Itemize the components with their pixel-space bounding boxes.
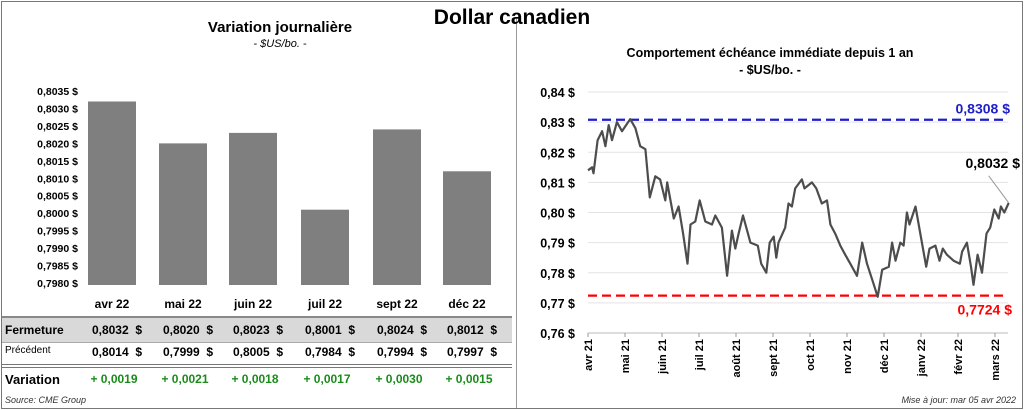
y-tick-label: 0,8010 $ — [37, 173, 78, 185]
main-title: Dollar canadien — [433, 6, 591, 29]
y-tick-label: 0,8020 $ — [37, 138, 78, 150]
price-line — [587, 117, 1010, 298]
y-tick-label: 0,77 $ — [540, 297, 575, 311]
y-tick-label: 0,8000 $ — [37, 208, 78, 220]
category-label: mai 22 — [164, 297, 202, 311]
y-tick-label: 0,7995 $ — [37, 226, 78, 238]
table-cell: 0,8001 $ — [304, 323, 355, 337]
last-value-leader — [988, 175, 1010, 204]
x-tick-label: sept 21 — [768, 339, 780, 377]
x-tick-label: août 21 — [731, 339, 743, 378]
bar-chart: 0,8035 $ 0,8030 $ 0,8025 $ 0,8020 $ 0,8015 $… — [37, 86, 491, 290]
bar-chart-subtitle: - $US/bo. - — [253, 38, 307, 50]
line-chart-title: Comportement échéance immédiate depuis 1… — [626, 46, 914, 60]
category-label: avr 22 — [94, 297, 130, 311]
y-tick-label: 0,7990 $ — [37, 243, 78, 255]
table-cell: 0,8023 $ — [232, 323, 283, 337]
table-cell: 0,8005 $ — [232, 345, 283, 359]
y-tick-label: 0,76 $ — [540, 327, 575, 341]
y-tick-label: 0,7980 $ — [37, 278, 78, 290]
y-tick-label: 0,81 $ — [540, 176, 575, 190]
table-cell: + 0,0021 — [161, 372, 209, 386]
table-row-variation: Variation + 0,0019 + 0,0021 + 0,0018 + 0,001… — [2, 367, 512, 391]
x-tick-label: juil 21 — [694, 339, 706, 371]
x-tick-label: avr 21 — [583, 339, 595, 371]
x-tick-label: juin 21 — [657, 339, 669, 375]
high-label: 0,8308 $ — [956, 101, 1011, 117]
x-tick-label: déc 21 — [879, 339, 891, 373]
bar-juin-22 — [229, 132, 277, 285]
category-label: sept 22 — [376, 297, 418, 311]
last-value-label: 0,8032 $ — [966, 155, 1021, 171]
category-label: déc 22 — [448, 297, 486, 311]
y-tick-label: 0,80 $ — [540, 207, 575, 221]
bar-sept-22 — [373, 129, 421, 285]
table-cell: 0,8032 $ — [91, 323, 142, 337]
bar-juil-22 — [301, 209, 349, 285]
y-tick-label: 0,83 $ — [540, 116, 575, 130]
table-cell: + 0,0015 — [445, 372, 493, 386]
low-label: 0,7724 $ — [958, 302, 1013, 318]
table-cell: 0,7994 $ — [376, 345, 427, 359]
table-cell: 0,7997 $ — [446, 345, 497, 359]
y-tick-label: 0,82 $ — [540, 146, 575, 160]
category-label: juin 22 — [233, 297, 272, 311]
update-note: Mise à jour: mar 05 avr 2022 — [901, 395, 1016, 405]
x-tick-label: janv 22 — [916, 339, 928, 377]
y-tick-label: 0,8015 $ — [37, 156, 78, 168]
bar-chart-title: Variation journalière — [207, 19, 353, 36]
table-cell: + 0,0017 — [303, 372, 351, 386]
x-tick-label: nov 21 — [842, 339, 854, 374]
row-label: Précédent — [5, 345, 51, 356]
table-cell: + 0,0018 — [231, 372, 279, 386]
table-row-precedent: Précédent 0,8014 $ 0,7999 $ 0,8005 $ 0,7984 … — [2, 340, 512, 368]
x-tick-label: oct 21 — [805, 339, 817, 371]
table-cell: 0,8014 $ — [91, 345, 142, 359]
y-tick-label: 0,8025 $ — [37, 121, 78, 133]
bar-avr-22 — [88, 101, 136, 286]
table-cell: 0,8012 $ — [446, 323, 497, 337]
table-cell: 0,8020 $ — [162, 323, 213, 337]
table-cell: 0,7984 $ — [304, 345, 355, 359]
y-tick-label: 0,79 $ — [540, 237, 575, 251]
bar-déc-22 — [443, 171, 491, 285]
x-tick-label: févr 22 — [953, 339, 965, 374]
y-tick-label: 0,84 $ — [540, 86, 575, 100]
table-cell: 0,7999 $ — [162, 345, 213, 359]
bar-mai-22 — [159, 143, 207, 285]
y-tick-label: 0,8030 $ — [37, 103, 78, 115]
y-tick-label: 0,7985 $ — [37, 261, 78, 273]
line-chart-subtitle: - $US/bo. - — [739, 63, 801, 77]
source-note: Source: CME Group — [5, 395, 87, 405]
y-tick-label: 0,8035 $ — [37, 86, 78, 98]
y-tick-label: 0,78 $ — [540, 267, 575, 281]
category-label: juil 22 — [307, 297, 342, 311]
table-row-fermeture: Fermeture 0,8032 $ 0,8020 $ 0,8023 $ 0,8001 … — [2, 316, 512, 343]
table-cell: 0,8024 $ — [376, 323, 427, 337]
x-tick-label: mai 21 — [620, 339, 632, 373]
row-label: Fermeture — [5, 323, 64, 337]
x-tick-label: mars 22 — [990, 339, 1002, 381]
row-label: Variation — [5, 372, 60, 387]
y-tick-label: 0,8005 $ — [37, 191, 78, 203]
table-cell: + 0,0030 — [375, 372, 423, 386]
table-cell: + 0,0019 — [90, 372, 138, 386]
panel-divider — [516, 18, 517, 408]
